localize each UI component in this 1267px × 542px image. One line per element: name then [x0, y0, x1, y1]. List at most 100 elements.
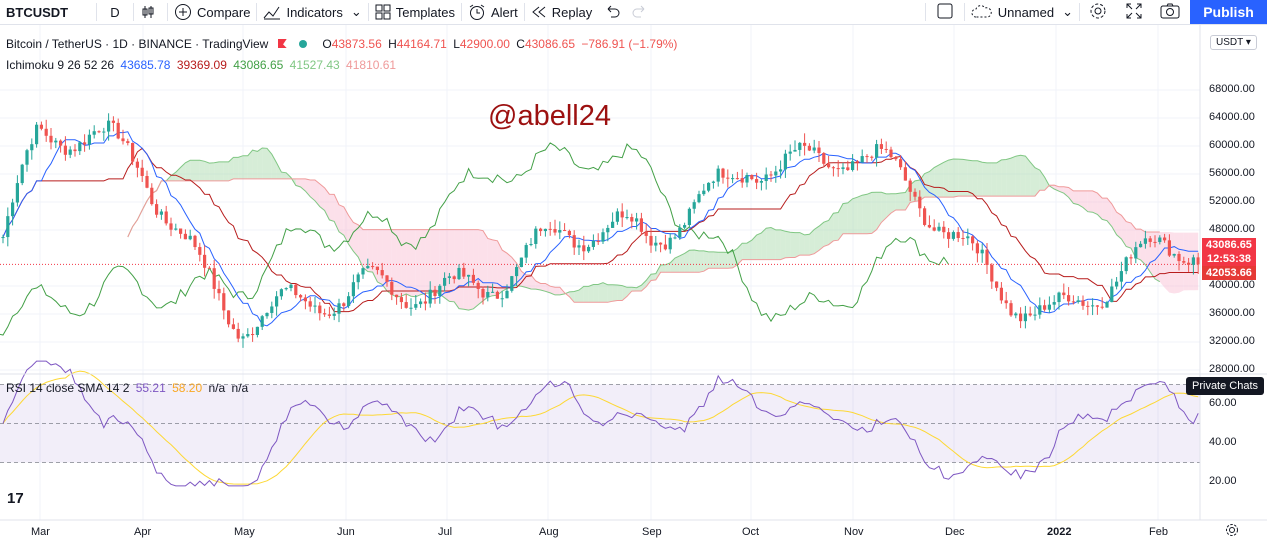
undo-button[interactable]: [598, 0, 626, 24]
cloud-segment: [823, 220, 829, 247]
candle-body: [543, 228, 547, 232]
cloud-segment: [449, 229, 455, 302]
candle-body: [303, 297, 307, 302]
redo-button[interactable]: [626, 0, 654, 24]
cloud-segment: [886, 193, 891, 218]
compare-button[interactable]: Compare: [168, 0, 256, 24]
replay-button[interactable]: Replay: [525, 0, 598, 24]
snapshot-button[interactable]: [1152, 0, 1188, 24]
candle-body: [639, 218, 643, 232]
fullscreen-layout-button[interactable]: [926, 0, 964, 24]
cloud-segment: [540, 283, 546, 292]
candle-body: [385, 275, 389, 282]
settings-gear-icon[interactable]: [1225, 523, 1239, 542]
last-price-tag: 43086.65: [1202, 238, 1256, 252]
cloud-segment: [401, 229, 407, 297]
candle-body: [1139, 243, 1143, 248]
candle-body: [255, 326, 259, 335]
candle-body: [687, 208, 691, 226]
cloud-segment: [195, 160, 200, 181]
currency-button[interactable]: USDT ▾: [1210, 35, 1257, 50]
layout-name-button[interactable]: Unnamed ⌄: [965, 0, 1079, 24]
candle-body: [476, 282, 480, 289]
time-tick-label: Apr: [134, 526, 152, 538]
ichimoku-legend[interactable]: Ichimoku 9 26 52 26 43685.78 39369.09 43…: [6, 58, 396, 72]
candle-body: [601, 232, 605, 242]
cloud-segment: [953, 158, 959, 198]
indicators-button[interactable]: Indicators ⌄: [257, 0, 367, 24]
rsi-ma-value: 58.20: [172, 381, 203, 395]
flag-icon[interactable]: [277, 39, 287, 48]
templates-button[interactable]: Templates: [369, 0, 461, 24]
candle-body: [812, 147, 816, 151]
templates-label: Templates: [395, 4, 455, 20]
candle-body: [102, 131, 106, 133]
ichimoku-lines: [0, 131, 1200, 336]
alert-button[interactable]: Alert: [462, 0, 524, 24]
rsi-legend[interactable]: RSI 14 close SMA 14 2 55.21 58.20 n/a n/…: [6, 381, 248, 395]
toolbar-divider: [96, 3, 97, 21]
candle-body: [827, 163, 831, 168]
symbol-search[interactable]: BTCUSDT: [0, 0, 96, 24]
candle-body: [831, 167, 835, 169]
publish-button[interactable]: Publish: [1190, 0, 1267, 24]
interval-button[interactable]: D: [97, 0, 133, 24]
senkou-span-a: [127, 147, 1161, 311]
candle-body: [1143, 238, 1147, 244]
candle-body: [15, 183, 19, 203]
candle-body: [841, 167, 845, 169]
cloud-segment: [785, 231, 791, 258]
candle-body: [63, 145, 67, 155]
cloud-segment: [987, 162, 992, 197]
candle-body: [121, 138, 125, 142]
compare-label: Compare: [197, 4, 251, 20]
candle-body: [505, 290, 509, 299]
candle-body: [73, 149, 77, 152]
candle-body: [179, 228, 183, 234]
cloud-segment: [819, 222, 824, 251]
cloud-segment: [699, 250, 704, 273]
candle-body: [1153, 241, 1157, 243]
tradingview-logo[interactable]: 17: [7, 490, 24, 507]
cloud-segment: [1193, 232, 1199, 291]
chart-style-button[interactable]: [134, 0, 167, 24]
candle-body: [1023, 313, 1027, 322]
tenkan-sen: [2, 131, 1199, 327]
fullscreen-button[interactable]: [1116, 0, 1152, 24]
time-tick-label: Mar: [31, 526, 50, 538]
candle-body: [755, 179, 759, 183]
cloud-segment: [948, 158, 954, 198]
settings-button[interactable]: [1080, 0, 1116, 24]
candle-body: [721, 168, 725, 178]
candle-body: [299, 295, 303, 298]
square-icon: [936, 2, 954, 23]
candle-body: [49, 135, 53, 143]
cloud-segment: [175, 167, 181, 181]
candle-body: [395, 294, 399, 298]
candle-body: [1091, 305, 1095, 307]
cloud-segment: [790, 232, 795, 258]
cloud-segment: [180, 162, 186, 181]
candle-body: [980, 249, 984, 254]
time-tick-label: Dec: [945, 526, 965, 538]
cloud-segment: [631, 287, 637, 292]
candle-body: [788, 151, 792, 154]
candle-body: [270, 306, 274, 313]
cloud-segment: [1111, 203, 1117, 235]
cloud-segment: [238, 155, 243, 179]
main-legend: Bitcoin / TetherUS · 1D · BINANCE · Trad…: [6, 37, 677, 51]
cloud-segment: [339, 204, 344, 236]
cloud-segment: [838, 203, 843, 241]
candle-body: [169, 223, 173, 230]
cloud-segment: [334, 194, 339, 232]
candle-body: [707, 182, 711, 191]
price-tick-label: 48000.00: [1209, 223, 1255, 235]
cloud-segment: [583, 286, 589, 303]
chart-canvas[interactable]: [0, 25, 1267, 538]
candle-body: [1163, 237, 1167, 241]
cloud-segment: [425, 229, 431, 294]
candle-body: [212, 268, 216, 289]
camera-icon: [1160, 3, 1180, 22]
candle-body: [155, 204, 159, 215]
cloud-segment: [502, 250, 507, 292]
